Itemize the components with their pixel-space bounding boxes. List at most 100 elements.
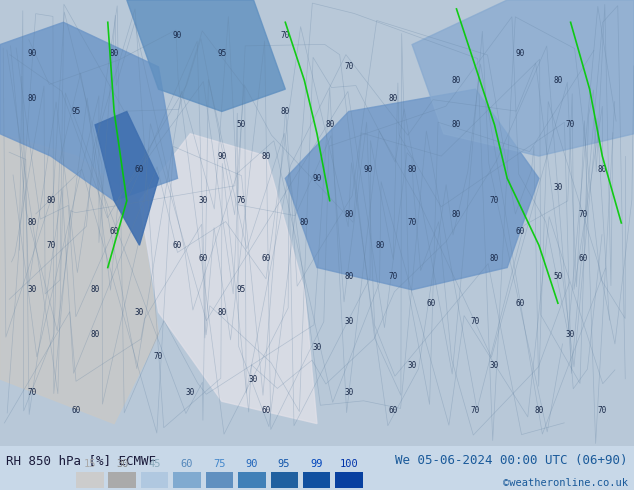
Text: 60: 60 (173, 241, 182, 250)
Text: 70: 70 (579, 210, 588, 219)
Text: 70: 70 (46, 241, 55, 250)
Polygon shape (285, 89, 539, 290)
Text: 80: 80 (46, 196, 55, 205)
Text: We 05-06-2024 00:00 UTC (06+90): We 05-06-2024 00:00 UTC (06+90) (395, 454, 628, 467)
Text: 90: 90 (173, 31, 182, 40)
Text: 30: 30 (344, 388, 353, 397)
Text: 30: 30 (490, 361, 499, 370)
Text: 30: 30 (344, 317, 353, 325)
Text: 80: 80 (344, 210, 353, 219)
Polygon shape (0, 134, 158, 423)
Text: 80: 80 (27, 219, 36, 227)
Text: 90: 90 (515, 49, 524, 58)
Polygon shape (412, 0, 634, 156)
Text: 60: 60 (110, 227, 119, 236)
Text: 60: 60 (427, 299, 436, 308)
Text: 80: 80 (217, 308, 226, 317)
Text: 30: 30 (553, 183, 562, 192)
FancyBboxPatch shape (238, 472, 266, 488)
Text: 60: 60 (198, 254, 207, 263)
Text: 80: 80 (300, 219, 309, 227)
Text: 30: 30 (313, 343, 321, 352)
Text: 90: 90 (363, 165, 372, 174)
Text: 80: 80 (598, 165, 607, 174)
Text: 60: 60 (262, 406, 271, 415)
FancyBboxPatch shape (141, 472, 169, 488)
Text: 60: 60 (389, 406, 398, 415)
Text: RH 850 hPa [%] ECMWF: RH 850 hPa [%] ECMWF (6, 454, 157, 467)
Text: 95: 95 (72, 107, 81, 116)
Text: 45: 45 (148, 459, 161, 469)
Text: 60: 60 (181, 459, 193, 469)
FancyBboxPatch shape (271, 472, 298, 488)
Text: 70: 70 (281, 31, 290, 40)
Text: 80: 80 (452, 76, 461, 85)
Text: 30: 30 (408, 361, 417, 370)
Text: 90: 90 (313, 174, 321, 183)
Text: 90: 90 (245, 459, 258, 469)
Text: 30: 30 (27, 285, 36, 294)
Text: 60: 60 (579, 254, 588, 263)
Text: 75: 75 (213, 459, 226, 469)
Text: 80: 80 (262, 151, 271, 161)
Text: 80: 80 (110, 49, 119, 58)
Text: 70: 70 (566, 121, 575, 129)
Text: 60: 60 (262, 254, 271, 263)
Text: 60: 60 (72, 406, 81, 415)
Text: 99: 99 (310, 459, 323, 469)
Text: 100: 100 (340, 459, 358, 469)
Text: ©weatheronline.co.uk: ©weatheronline.co.uk (503, 478, 628, 488)
FancyBboxPatch shape (173, 472, 201, 488)
FancyBboxPatch shape (303, 472, 330, 488)
Text: 70: 70 (490, 196, 499, 205)
Text: 95: 95 (217, 49, 226, 58)
Text: 30: 30 (249, 374, 258, 384)
Text: 70: 70 (471, 317, 480, 325)
FancyBboxPatch shape (335, 472, 363, 488)
Text: 80: 80 (452, 210, 461, 219)
Text: 30: 30 (186, 388, 195, 397)
Text: 50: 50 (553, 272, 562, 281)
Text: 80: 80 (376, 241, 385, 250)
Text: 70: 70 (389, 272, 398, 281)
Text: 90: 90 (217, 151, 226, 161)
Text: 60: 60 (515, 299, 524, 308)
Polygon shape (0, 22, 178, 201)
Text: 80: 80 (452, 121, 461, 129)
Text: 70: 70 (408, 219, 417, 227)
Text: 70: 70 (471, 406, 480, 415)
Text: 76: 76 (236, 196, 245, 205)
Text: 80: 80 (281, 107, 290, 116)
Text: 80: 80 (27, 94, 36, 102)
Text: 95: 95 (278, 459, 290, 469)
Text: 95: 95 (236, 285, 245, 294)
Text: 30: 30 (566, 330, 575, 339)
Text: 80: 80 (389, 94, 398, 102)
Polygon shape (95, 112, 158, 245)
Text: 30: 30 (198, 196, 207, 205)
Text: 60: 60 (135, 165, 144, 174)
Text: 90: 90 (27, 49, 36, 58)
Text: 80: 80 (534, 406, 543, 415)
FancyBboxPatch shape (108, 472, 136, 488)
Polygon shape (127, 0, 285, 112)
Text: 70: 70 (27, 388, 36, 397)
Text: 70: 70 (344, 62, 353, 72)
Text: 50: 50 (236, 121, 245, 129)
Text: 80: 80 (490, 254, 499, 263)
Text: 70: 70 (154, 352, 163, 361)
FancyBboxPatch shape (76, 472, 103, 488)
Text: 30: 30 (135, 308, 144, 317)
Text: 80: 80 (408, 165, 417, 174)
Text: 80: 80 (91, 285, 100, 294)
Text: 30: 30 (116, 459, 128, 469)
Text: 70: 70 (598, 406, 607, 415)
Text: 60: 60 (515, 227, 524, 236)
Text: 80: 80 (553, 76, 562, 85)
Text: 15: 15 (84, 459, 96, 469)
Text: 80: 80 (91, 330, 100, 339)
Polygon shape (139, 134, 317, 423)
Text: 80: 80 (325, 121, 334, 129)
Text: 80: 80 (344, 272, 353, 281)
FancyBboxPatch shape (205, 472, 233, 488)
